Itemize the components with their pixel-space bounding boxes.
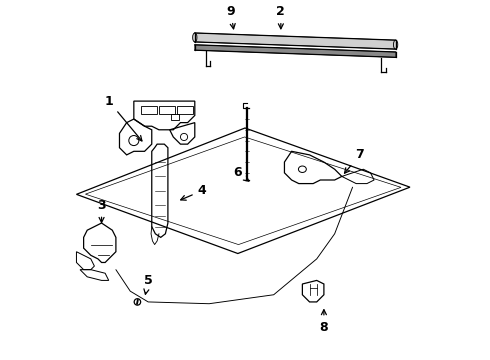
Text: 7: 7	[344, 148, 364, 173]
Ellipse shape	[298, 166, 306, 172]
Text: 6: 6	[234, 166, 249, 181]
Text: 4: 4	[181, 184, 206, 200]
Text: 8: 8	[319, 310, 328, 333]
Ellipse shape	[393, 40, 398, 49]
Ellipse shape	[193, 33, 197, 42]
Bar	[172, 114, 179, 120]
Polygon shape	[195, 33, 395, 49]
Bar	[141, 106, 157, 114]
Text: 9: 9	[226, 5, 235, 29]
Bar	[177, 106, 193, 114]
Ellipse shape	[180, 134, 188, 140]
Ellipse shape	[134, 299, 141, 305]
Polygon shape	[195, 45, 395, 57]
Text: 2: 2	[276, 5, 285, 29]
Text: 1: 1	[104, 95, 142, 141]
Bar	[159, 106, 175, 114]
Ellipse shape	[129, 135, 139, 145]
Text: 3: 3	[97, 199, 106, 222]
Text: 5: 5	[144, 274, 152, 294]
